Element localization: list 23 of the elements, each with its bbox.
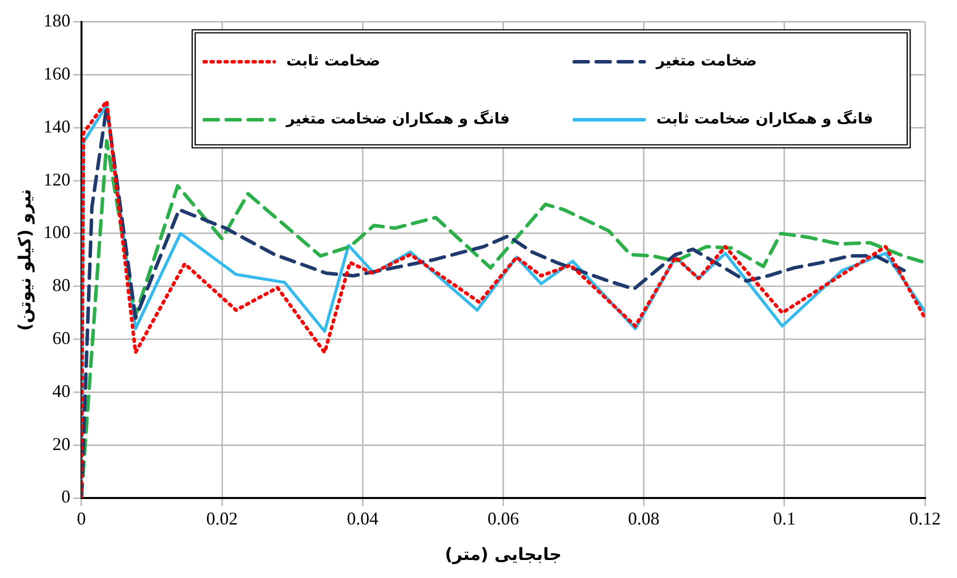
y-tick-label: 60 (52, 328, 70, 348)
legend-label: ضخامت متغیر (655, 52, 757, 70)
x-tick-label: 0.08 (628, 508, 660, 529)
y-tick-label: 160 (43, 63, 70, 84)
y-tick-label: 20 (52, 434, 70, 454)
x-tick-label: 0.02 (206, 508, 238, 529)
y-tick-label: 120 (43, 169, 70, 190)
y-axis-title: نیرو (کیلو نیوتن) (16, 188, 36, 331)
y-tick-label: 80 (52, 275, 70, 296)
legend-label: فانگ و همکاران ضخامت متغیر (285, 110, 510, 128)
x-axis-title: جابجایی (متر) (444, 545, 562, 566)
y-tick-label: 180 (43, 10, 70, 31)
x-tick-label: 0.04 (346, 508, 378, 529)
x-tick-label: 0.06 (487, 508, 519, 529)
y-tick-label: 100 (43, 222, 70, 242)
y-tick-label: 0 (61, 486, 70, 507)
y-tick-label: 140 (43, 116, 70, 136)
y-tick-label: 40 (52, 380, 70, 401)
x-tick-label: 0.12 (909, 508, 941, 529)
x-tick-label: 0 (76, 508, 86, 529)
x-tick-label: 0.1 (773, 508, 796, 529)
legend-label: ضخامت ثابت (286, 52, 380, 70)
legend-label: فانگ و همکاران ضخامت ثابت (656, 110, 874, 128)
